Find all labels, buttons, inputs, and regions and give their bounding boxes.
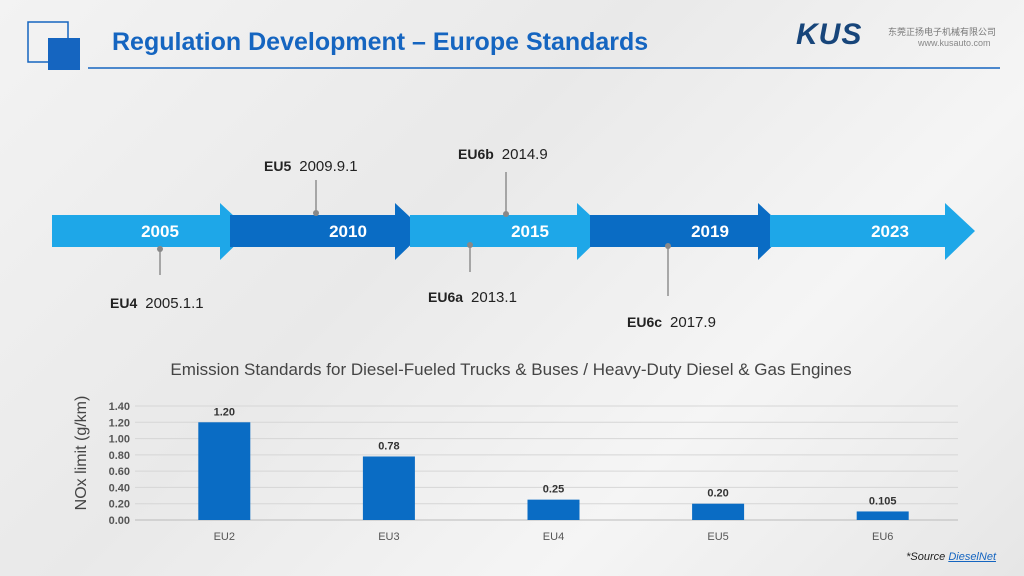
milestone-code: EU6c [627, 314, 662, 330]
timeline-year-label: 2010 [329, 222, 367, 241]
x-tick-label: EU6 [872, 531, 893, 543]
milestone-code: EU6b [458, 146, 494, 162]
chart-title: Emission Standards for Diesel-Fueled Tru… [170, 360, 851, 379]
x-tick-label: EU3 [378, 531, 399, 543]
timeline-year-label: 2023 [871, 222, 909, 241]
x-tick-label: EU2 [214, 531, 235, 543]
bar-eu5 [692, 503, 745, 520]
data-label: 0.105 [869, 495, 897, 507]
milestone-eu6a: EU6a 2013.1 [428, 289, 517, 306]
bar-eu3 [362, 456, 415, 520]
y-tick-label: 1.20 [109, 417, 130, 429]
milestone-code: EU5 [264, 158, 291, 174]
timeline-arrow-2015 [410, 203, 607, 260]
milestone-date: 2014.9 [502, 146, 548, 163]
company-website: www.kusauto.com [918, 38, 991, 48]
source-note: *Source DieselNet [906, 551, 996, 563]
data-label: 1.20 [214, 406, 235, 418]
milestone-dot [157, 246, 163, 252]
company-logo: KUS [796, 18, 863, 51]
data-label: 0.20 [707, 488, 728, 500]
milestone-dot [313, 210, 319, 216]
x-tick-label: EU5 [707, 531, 728, 543]
timeline-year-label: 2015 [511, 222, 549, 241]
milestone-date: 2005.1.1 [145, 295, 203, 312]
y-tick-label: 0.80 [109, 450, 130, 462]
y-tick-label: 1.00 [109, 434, 130, 446]
milestone-date: 2009.9.1 [299, 158, 357, 175]
bar-eu4 [527, 499, 580, 520]
timeline: 2005 2010 2015 2019 2023 EU4 2005.1.1 EU5 2009.9… [52, 146, 975, 331]
milestone-eu4: EU4 2005.1.1 [110, 295, 204, 312]
milestone-eu6c: EU6c 2017.9 [627, 314, 716, 331]
timeline-arrow-2019 [590, 203, 788, 260]
milestone-dot [503, 211, 509, 217]
source-link[interactable]: DieselNet [948, 551, 996, 563]
milestone-code: EU4 [110, 295, 137, 311]
data-label: 0.25 [543, 484, 564, 496]
y-axis-label: NOx limit (g/km) [73, 396, 90, 511]
data-label: 0.78 [378, 440, 399, 452]
milestone-eu5: EU5 2009.9.1 [264, 158, 358, 175]
milestone-dot [467, 242, 473, 248]
x-tick-label: EU4 [543, 531, 564, 543]
y-tick-label: 1.40 [109, 401, 130, 413]
bar-eu2 [198, 422, 251, 520]
company-name: 东莞正扬电子机械有限公司 [888, 27, 997, 37]
y-tick-label: 0.40 [109, 482, 130, 494]
milestone-date: 2013.1 [471, 289, 517, 306]
bar-eu6 [856, 511, 909, 520]
timeline-year-label: 2005 [141, 222, 179, 241]
timeline-year-label: 2019 [691, 222, 729, 241]
page-title: Regulation Development – Europe Standard… [112, 28, 649, 56]
y-tick-label: 0.00 [109, 515, 130, 527]
y-tick-label: 0.60 [109, 466, 130, 478]
timeline-arrow-2005 [52, 203, 250, 260]
source-prefix: *Source [906, 551, 949, 563]
logo-square-fill [48, 38, 80, 70]
y-tick-label: 0.20 [109, 499, 130, 511]
milestone-eu6b: EU6b 2014.9 [458, 146, 548, 163]
timeline-arrow-2010 [230, 203, 425, 260]
bar-chart: Emission Standards for Diesel-Fueled Tru… [73, 360, 958, 543]
timeline-arrow-2023 [770, 203, 975, 260]
milestone-dot [665, 243, 671, 249]
milestone-code: EU6a [428, 289, 463, 305]
milestone-date: 2017.9 [670, 314, 716, 331]
